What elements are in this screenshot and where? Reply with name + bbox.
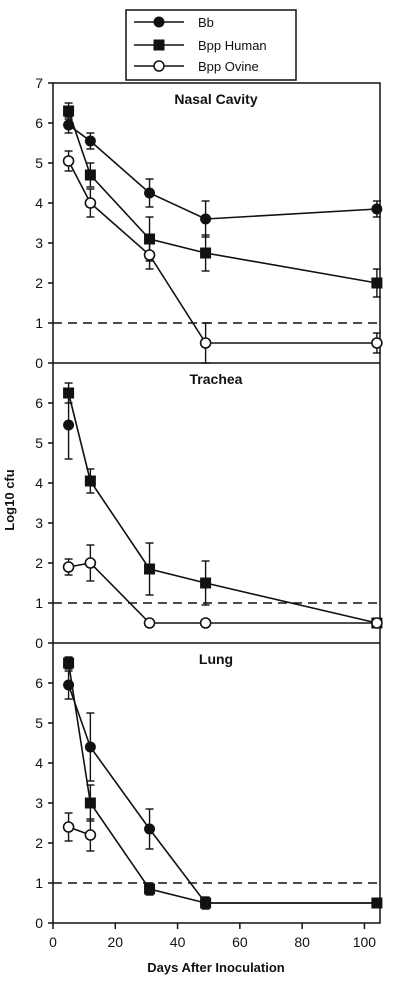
data-point-lung-bpp-ovine-0 xyxy=(62,821,75,833)
legend-label-bpp-ovine: Bpp Ovine xyxy=(198,59,259,74)
data-point-nasal-cavity-bb-4 xyxy=(371,203,383,215)
x-axis: 0 20 40 60 80 100 xyxy=(49,923,376,950)
data-point-nasal-cavity-bpp-ovine-2 xyxy=(143,249,156,261)
y-tick-label-trachea-2: 2 xyxy=(35,555,43,571)
panel-nasal-cavity: Nasal Cavity 0 1 2 3 4 5 6 7 xyxy=(35,75,383,371)
data-point-trachea-bpp-ovine-4 xyxy=(371,617,383,629)
data-point-nasal-cavity-bpp-human-2 xyxy=(144,233,156,245)
y-tick-label-trachea-0: 0 xyxy=(35,635,43,651)
y-tick-label-trachea-1: 1 xyxy=(35,595,43,611)
x-tick-label-3: 60 xyxy=(232,934,248,950)
legend: Bb Bpp Human Bpp Ovine xyxy=(125,9,297,81)
data-point-nasal-cavity-bpp-human-4 xyxy=(371,277,383,289)
legend-item-bpp-ovine: Bpp Ovine xyxy=(134,59,259,74)
y-tick-label-lung-1: 1 xyxy=(35,875,43,891)
data-point-trachea-bpp-ovine-3 xyxy=(199,617,212,629)
data-point-lung-bpp-human-4 xyxy=(371,897,383,909)
y-tick-label-nasal-cavity-1: 1 xyxy=(35,315,43,331)
y-tick-label-lung-4: 4 xyxy=(35,755,43,771)
legend-marker-bpp-human xyxy=(153,39,165,51)
panel-title-trachea: Trachea xyxy=(190,371,243,387)
y-tick-label-trachea-3: 3 xyxy=(35,515,43,531)
data-point-nasal-cavity-bb-0 xyxy=(63,119,75,131)
x-axis-title: Days After Inoculation xyxy=(147,960,285,975)
y-tick-label-lung-3: 3 xyxy=(35,795,43,811)
data-point-nasal-cavity-bpp-ovine-3 xyxy=(199,337,212,349)
y-tick-label-lung-2: 2 xyxy=(35,835,43,851)
series-line-lung-bb xyxy=(67,684,377,904)
data-point-lung-bpp-human-1 xyxy=(84,797,96,809)
y-tick-label-lung-5: 5 xyxy=(35,715,43,731)
data-point-trachea-bpp-human-2 xyxy=(144,563,156,575)
data-point-nasal-cavity-bpp-ovine-4 xyxy=(371,337,383,349)
x-tick-label-1: 20 xyxy=(107,934,123,950)
series-line-trachea-bpp-ovine xyxy=(68,562,377,624)
y-tick-label-nasal-cavity-5: 5 xyxy=(35,155,43,171)
y-tick-label-trachea-5: 5 xyxy=(35,435,43,451)
data-point-nasal-cavity-bpp-ovine-0 xyxy=(62,155,75,167)
data-point-trachea-bpp-ovine-2 xyxy=(143,617,156,629)
data-point-nasal-cavity-bpp-human-0 xyxy=(63,105,75,117)
data-point-lung-bb-1 xyxy=(84,741,96,753)
legend-marker-bpp-ovine xyxy=(153,60,165,72)
x-tick-label-2: 40 xyxy=(170,934,186,950)
series-line-nasal-cavity-bpp-human xyxy=(67,110,378,284)
data-point-lung-bpp-human-0 xyxy=(63,657,75,669)
legend-label-bpp-human: Bpp Human xyxy=(198,38,267,53)
data-point-lung-bb-2 xyxy=(144,823,156,835)
data-point-nasal-cavity-bpp-human-3 xyxy=(200,247,212,259)
plot-frame xyxy=(52,82,381,924)
data-point-trachea-bpp-ovine-1 xyxy=(84,557,97,569)
y-tick-label-trachea-6: 6 xyxy=(35,395,43,411)
y-tick-label-lung-0: 0 xyxy=(35,915,43,931)
y-tick-label-nasal-cavity-3: 3 xyxy=(35,235,43,251)
series-line-nasal-cavity-bb xyxy=(68,124,377,220)
panel-title-lung: Lung xyxy=(199,651,233,667)
legend-label-bb: Bb xyxy=(198,15,214,30)
data-point-trachea-bb-0 xyxy=(63,419,75,431)
data-point-trachea-bpp-human-0 xyxy=(63,387,75,399)
data-point-nasal-cavity-bpp-human-1 xyxy=(84,169,96,181)
series-line-lung-bpp-human xyxy=(67,662,377,904)
legend-item-bb: Bb xyxy=(134,15,214,30)
y-tick-label-nasal-cavity-0: 0 xyxy=(35,355,43,371)
y-tick-label-nasal-cavity-2: 2 xyxy=(35,275,43,291)
data-point-nasal-cavity-bb-3 xyxy=(200,213,212,225)
data-point-nasal-cavity-bb-1 xyxy=(84,135,96,147)
y-tick-label-lung-6: 6 xyxy=(35,675,43,691)
y-tick-label-nasal-cavity-4: 4 xyxy=(35,195,43,211)
legend-item-bpp-human: Bpp Human xyxy=(134,38,267,53)
data-point-trachea-bpp-human-1 xyxy=(84,475,96,487)
panel-lung: Lung 0 1 2 3 4 5 6 xyxy=(35,651,383,931)
data-point-trachea-bpp-ovine-0 xyxy=(62,561,75,573)
x-tick-label-0: 0 xyxy=(49,934,57,950)
data-point-lung-bpp-ovine-1 xyxy=(84,829,97,841)
x-tick-label-5: 100 xyxy=(353,934,377,950)
data-point-trachea-bpp-human-3 xyxy=(200,577,212,589)
y-axis-title: Log10 cfu xyxy=(2,469,17,530)
y-tick-label-trachea-4: 4 xyxy=(35,475,43,491)
data-point-lung-bpp-human-3 xyxy=(200,897,212,909)
legend-marker-bb xyxy=(153,16,165,28)
series-line-nasal-cavity-bpp-ovine xyxy=(67,160,377,344)
y-tick-label-nasal-cavity-6: 6 xyxy=(35,115,43,131)
panel-title-nasal-cavity: Nasal Cavity xyxy=(174,91,257,107)
data-point-nasal-cavity-bpp-ovine-1 xyxy=(84,197,97,209)
x-tick-label-4: 80 xyxy=(294,934,310,950)
panel-trachea: Trachea 0 1 2 3 4 5 6 xyxy=(35,371,383,651)
data-point-nasal-cavity-bb-2 xyxy=(144,187,156,199)
data-point-lung-bpp-human-2 xyxy=(144,883,156,895)
y-tick-label-nasal-cavity-7: 7 xyxy=(35,75,43,91)
